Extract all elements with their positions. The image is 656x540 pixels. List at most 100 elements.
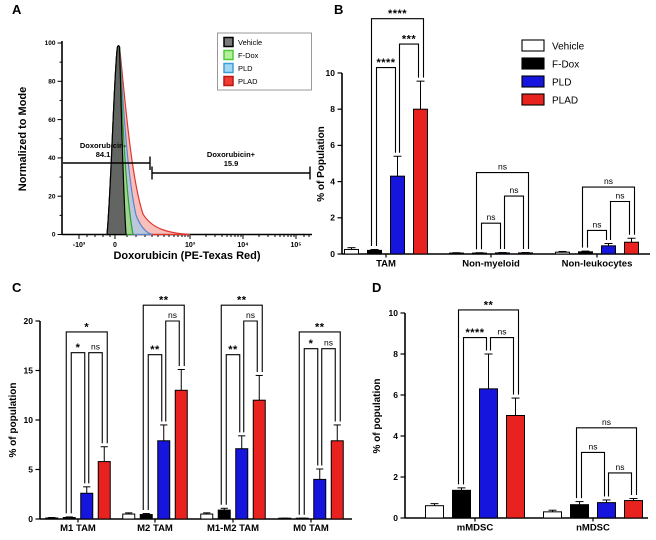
bar [543, 511, 562, 519]
sig-bracket [303, 348, 319, 515]
y-tick-label: 80 [48, 79, 56, 86]
sig-label: *** [402, 34, 417, 46]
bar [97, 461, 111, 520]
sig-bracket [586, 229, 608, 248]
sig-bracket [489, 337, 515, 395]
y-tick-label: 20 [48, 193, 56, 200]
bar [217, 509, 231, 520]
bar [367, 249, 382, 255]
x-tick-label: 10⁵ [290, 242, 301, 249]
sig-bracket [243, 320, 258, 433]
gate-value-positive: 15.9 [224, 159, 239, 168]
y-tick-label: 4 [330, 176, 335, 186]
sig-bracket [581, 186, 636, 248]
bar [518, 252, 533, 255]
bar [578, 251, 593, 255]
sig-bracket [298, 331, 341, 515]
category-label: mMDSC [457, 523, 494, 534]
sig-label: ** [159, 295, 169, 307]
panel-a: 0 20 40 60 80 100 -10³ 0 10³ 10⁴ 10⁵ Doxorubicin (P… [17, 32, 312, 262]
x-tick-label: 10⁴ [237, 242, 249, 249]
legend-label: PLAD [238, 77, 258, 86]
category-label: TAM [376, 259, 396, 270]
sig-bracket [480, 222, 502, 250]
x-axis-label: Doxorubicin (PE-Texas Red) [113, 250, 260, 262]
bar [495, 252, 510, 255]
sig-label: * [76, 342, 81, 354]
sig-label: ns [589, 441, 598, 451]
category-label: M1-M2 TAM [207, 523, 259, 534]
category-label: M2 TAM [137, 523, 173, 534]
y-tick-label: 0 [52, 232, 56, 239]
bar [139, 514, 153, 520]
category-label: M0 TAM [293, 523, 329, 534]
sig-label: ns [616, 191, 625, 201]
bar [344, 248, 359, 255]
gate-value-negative: 84.1 [96, 150, 111, 159]
sig-bracket [147, 354, 163, 511]
sig-label: ** [150, 344, 160, 356]
panel-c-letter: C [12, 280, 22, 295]
sig-bracket [370, 18, 425, 246]
y-tick-label: 0 [330, 249, 335, 259]
bar [330, 440, 344, 520]
y-tick-label: 2 [330, 213, 335, 223]
legend-swatch [223, 36, 234, 48]
sig-bracket [575, 427, 638, 499]
y-axis-label: % of population [372, 379, 383, 454]
sig-label: ** [237, 295, 247, 307]
sig-label: ns [593, 219, 602, 229]
y-tick-label: 6 [330, 140, 335, 150]
bar [174, 389, 188, 520]
legend-label: PLAD [552, 96, 578, 107]
y-tick-label: 2 [393, 472, 398, 482]
x-tick-label: 10³ [185, 242, 196, 249]
bar [555, 251, 570, 255]
legend-swatch [521, 39, 545, 52]
sig-label: **** [376, 57, 395, 69]
y-tick-label: 40 [48, 155, 56, 162]
y-tick-label: 10 [326, 68, 336, 78]
y-tick-label: 15 [24, 365, 34, 375]
legend-label: PLD [552, 78, 571, 89]
panel-b-letter: B [334, 2, 344, 17]
sig-label: ns [510, 185, 519, 195]
legend-label: Vehicle [238, 38, 262, 47]
y-tick-label: 10 [24, 415, 34, 425]
sig-bracket [220, 304, 263, 505]
sig-label: ns [604, 176, 613, 186]
sig-label: ns [498, 327, 507, 337]
legend-swatch [521, 93, 545, 106]
legend-label: PLD [238, 64, 253, 73]
y-tick-label: 8 [330, 104, 335, 114]
sig-label: ** [228, 344, 238, 356]
category-label: Non-myeloid [462, 259, 520, 270]
panel-d-letter: D [372, 280, 382, 295]
sig-label: ** [315, 321, 325, 333]
y-tick-label: 20 [24, 316, 34, 326]
gate-label-positive: Doxorubicin+ [207, 150, 256, 159]
bar [62, 517, 76, 520]
bar [80, 492, 94, 520]
x-tick-label: 0 [113, 242, 117, 249]
sig-bracket [142, 304, 185, 511]
legend-label: F-Dox [552, 60, 579, 71]
sig-bracket [580, 451, 606, 499]
y-tick-label: 4 [393, 431, 398, 441]
bar [45, 517, 59, 520]
sig-label: ** [484, 299, 494, 311]
gate-label-negative: Doxorubicin- [80, 141, 127, 150]
sig-bracket [375, 67, 397, 246]
sig-bracket [225, 354, 241, 505]
category-label: nMDSC [576, 523, 610, 534]
x-tick-label: -10³ [73, 242, 86, 249]
sig-label: ns [487, 212, 496, 222]
bar [452, 489, 471, 519]
bar [570, 504, 589, 519]
sig-bracket [321, 348, 336, 466]
legend-label: Vehicle [552, 42, 585, 53]
sig-bracket [88, 352, 103, 484]
y-tick-label: 8 [393, 349, 398, 359]
